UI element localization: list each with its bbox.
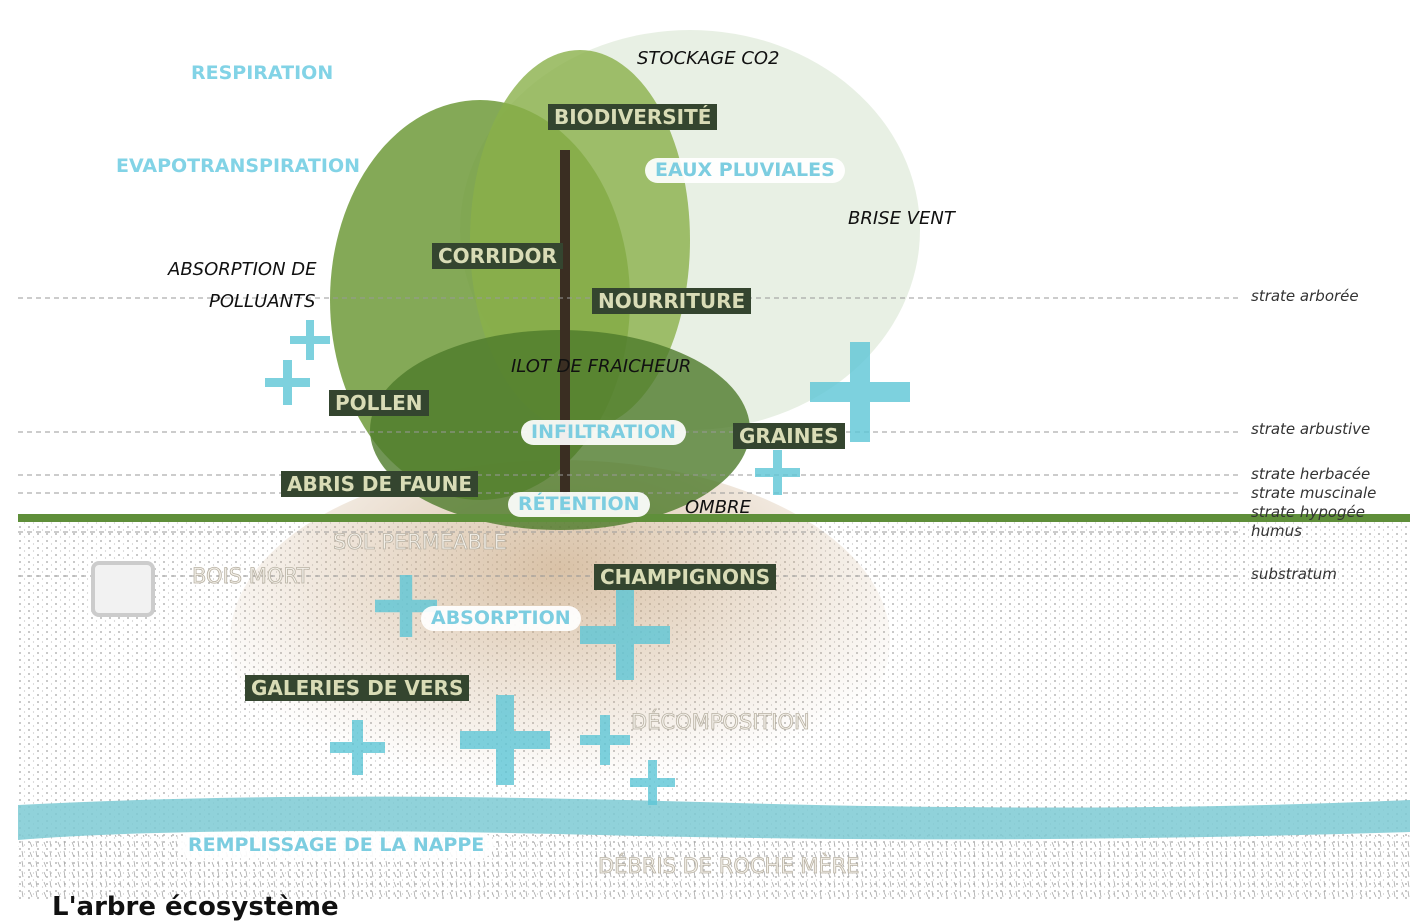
label: CORRIDOR: [432, 243, 563, 269]
page: RESPIRATION EVAPOTRANSPIRATION STOCKAGE …: [0, 0, 1410, 921]
label: POLLEN: [329, 390, 429, 416]
stratum-label: strate hypogée: [1251, 505, 1365, 520]
label: NOURRITURE: [592, 288, 751, 314]
label: EAUX PLUVIALES: [645, 158, 845, 183]
label: RÉTENTION: [508, 492, 650, 517]
label: DÉCOMPOSITION: [631, 712, 810, 733]
label: STOCKAGE CO2: [637, 50, 780, 68]
label: CHAMPIGNONS: [594, 564, 776, 590]
label: REMPLISSAGE DE LA NAPPE: [178, 833, 494, 858]
label: GRAINES: [733, 423, 845, 449]
label: INFILTRATION: [521, 420, 686, 445]
label: BRISE VENT: [848, 210, 955, 228]
label: SOL PERMÉABLE: [333, 532, 507, 553]
label: RESPIRATION: [191, 64, 333, 83]
label: EVAPOTRANSPIRATION: [116, 157, 360, 176]
stratum-label: strate arborée: [1251, 289, 1359, 304]
label: ABSORPTION: [421, 606, 581, 631]
label: DÉBRIS DE ROCHE MÈRE: [598, 856, 860, 877]
stratum-label: strate herbacée: [1251, 467, 1370, 482]
label: BIODIVERSITÉ: [548, 104, 717, 130]
label: GALERIES DE VERS: [245, 675, 469, 701]
label: OMBRE: [685, 499, 751, 517]
stratum-label: strate arbustive: [1251, 422, 1370, 437]
stratum-label: substratum: [1251, 567, 1337, 582]
illustration: [0, 0, 1410, 921]
title: L'arbre écosystème: [52, 892, 339, 922]
label: ABSORPTION DE: [168, 261, 317, 279]
stratum-label: humus: [1251, 524, 1302, 539]
label: BOIS MORT: [192, 566, 309, 587]
stratum-label: strate muscinale: [1251, 486, 1376, 501]
label: ILOT DE FRAICHEUR: [511, 358, 691, 376]
label: POLLUANTS: [209, 293, 315, 311]
dead-wood: [93, 563, 153, 615]
label: ABRIS DE FAUNE: [281, 471, 478, 497]
